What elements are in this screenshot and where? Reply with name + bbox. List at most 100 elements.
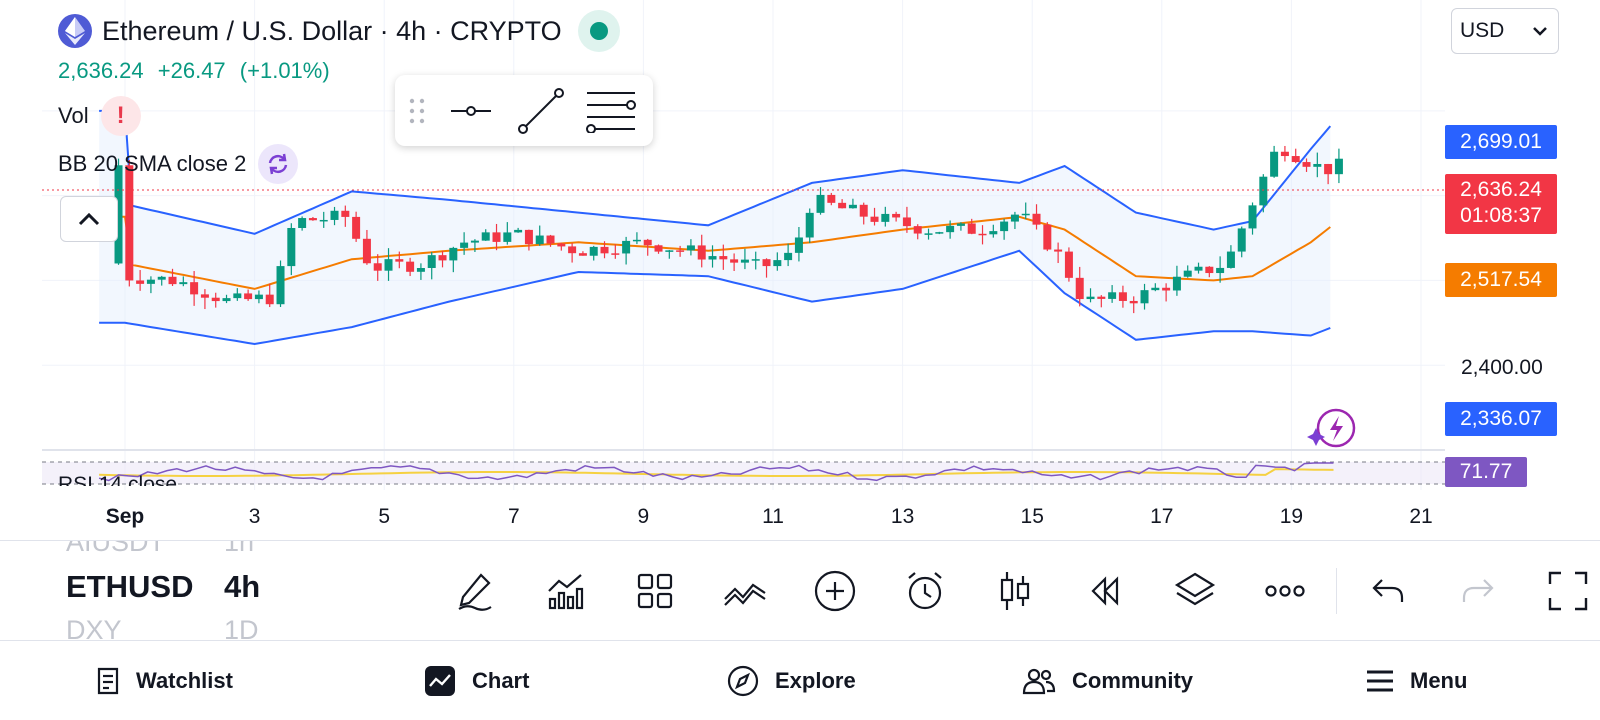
nav-menu[interactable]: Menu: [1366, 668, 1467, 694]
candle-body: [1324, 163, 1333, 175]
candle-body: [773, 260, 782, 267]
candle-body: [1064, 251, 1073, 278]
drag-handle-icon[interactable]: [405, 83, 429, 139]
error-icon[interactable]: !: [100, 96, 141, 136]
time-axis-label: 21: [1409, 505, 1432, 528]
sync-icon[interactable]: [258, 144, 299, 184]
candle-body: [1270, 151, 1279, 177]
redo-icon[interactable]: [1433, 565, 1523, 617]
fullscreen-icon[interactable]: [1523, 565, 1600, 617]
symbol-header: Ethereum / U.S. Dollar · 4h · CRYPTO 2,6…: [58, 10, 620, 84]
picker-row-prev[interactable]: AIUSDT 1h: [66, 541, 276, 558]
replay-icon[interactable]: [1060, 565, 1150, 617]
picker-row-active[interactable]: ETHUSD 4h: [66, 569, 276, 605]
candle-body: [492, 232, 501, 242]
candlestick-series: [114, 145, 1343, 314]
candle-body: [438, 255, 447, 261]
candle-body: [611, 253, 620, 255]
candle-body: [503, 232, 512, 242]
candle-body: [352, 216, 361, 239]
picker-symbol: DXY: [66, 615, 122, 641]
candle-body: [1032, 213, 1041, 225]
layouts-icon[interactable]: [610, 565, 700, 617]
candle-body: [1259, 176, 1268, 206]
toolbar-divider: [1336, 568, 1337, 614]
candle-body: [686, 245, 695, 251]
time-axis-label: 9: [638, 505, 650, 528]
candle-body: [978, 233, 987, 236]
currency-select[interactable]: USD: [1451, 8, 1559, 54]
nav-watchlist[interactable]: Watchlist: [96, 667, 233, 695]
candle-body: [1151, 287, 1160, 291]
more-icon[interactable]: [1240, 565, 1330, 617]
candle-body: [1000, 221, 1009, 232]
price-change: +26.47: [157, 58, 226, 83]
candle-body: [1054, 249, 1063, 252]
candle-body: [298, 218, 307, 228]
nav-explore-label: Explore: [775, 667, 856, 693]
candle-body: [1237, 228, 1246, 252]
candle-body: [654, 245, 663, 252]
collapse-legend-button[interactable]: [60, 196, 118, 242]
candle-body: [1075, 277, 1084, 300]
trend-line-icon[interactable]: [513, 83, 569, 139]
alert-icon[interactable]: [880, 565, 970, 617]
time-axis-label: 7: [508, 505, 520, 528]
draw-icon[interactable]: [430, 565, 520, 617]
indicators-icon[interactable]: [520, 565, 610, 617]
candle-body: [406, 261, 415, 272]
candle-body: [146, 279, 155, 284]
flash-icon[interactable]: [1307, 408, 1356, 448]
drawing-toolbar: [395, 75, 653, 146]
candle-body: [481, 232, 490, 241]
add-icon[interactable]: [790, 565, 880, 617]
candle-body: [1118, 292, 1127, 301]
price-change-row: 2,636.24 +26.47 (+1.01%): [58, 58, 620, 84]
nav-menu-label: Menu: [1410, 667, 1468, 693]
layers-icon[interactable]: [1150, 565, 1240, 617]
candle-body: [1205, 266, 1214, 274]
bollinger-legend[interactable]: BB 20 SMA close 2: [58, 144, 299, 184]
candle-body: [719, 256, 728, 260]
nav-explore[interactable]: Explore: [727, 665, 856, 697]
symbol-interval-picker[interactable]: AIUSDT 1h ETHUSD 4h DXY 1D: [66, 541, 276, 641]
rsi-value-label: 71.77: [1445, 457, 1527, 487]
compare-icon[interactable]: [700, 565, 790, 617]
candle-body: [1162, 287, 1171, 291]
volume-legend[interactable]: Vol !: [58, 96, 141, 136]
hamburger-icon: [1367, 670, 1393, 691]
candle-body: [751, 259, 760, 261]
candles-icon[interactable]: [970, 565, 1060, 617]
candle-body: [1086, 296, 1095, 300]
candle-body: [924, 233, 933, 235]
nav-chart[interactable]: Chart: [424, 665, 529, 697]
candle-body: [902, 217, 911, 227]
rsi-legend[interactable]: RSI 14 close: [58, 473, 178, 486]
time-axis-label: Sep: [106, 505, 145, 528]
chart-icon: [425, 665, 455, 696]
symbol-title[interactable]: Ethereum / U.S. Dollar · 4h · CRYPTO: [102, 15, 562, 46]
candle-body: [157, 276, 166, 280]
candle-body: [730, 259, 739, 263]
chevron-up-icon: [78, 212, 100, 226]
time-axis[interactable]: Sep 3 5 7 9 11 13 15 17 19 21: [106, 505, 1433, 528]
undo-icon[interactable]: [1343, 565, 1433, 617]
candle-body: [740, 259, 749, 263]
candle-body: [676, 250, 685, 252]
horizontal-ray-icon[interactable]: [443, 83, 499, 139]
candle-body: [1010, 214, 1019, 222]
picker-row-next[interactable]: DXY 1D: [66, 615, 276, 641]
nav-community[interactable]: Community: [1022, 667, 1193, 695]
volume-label: Vol: [58, 103, 89, 128]
candle-body: [395, 259, 404, 262]
bollinger-basis-line: [99, 215, 1331, 290]
price-change-percent: (+1.01%): [239, 58, 330, 83]
candle-body: [373, 263, 382, 271]
fib-levels-icon[interactable]: [583, 83, 639, 139]
candle-body: [967, 223, 976, 234]
candle-body: [427, 255, 436, 269]
candle-body: [1183, 270, 1192, 277]
time-axis-label: 11: [762, 505, 784, 528]
price-chart[interactable]: Sep 3 5 7 9 11 13 15 17 19 21: [0, 0, 1600, 560]
market-status-icon[interactable]: [577, 10, 620, 52]
